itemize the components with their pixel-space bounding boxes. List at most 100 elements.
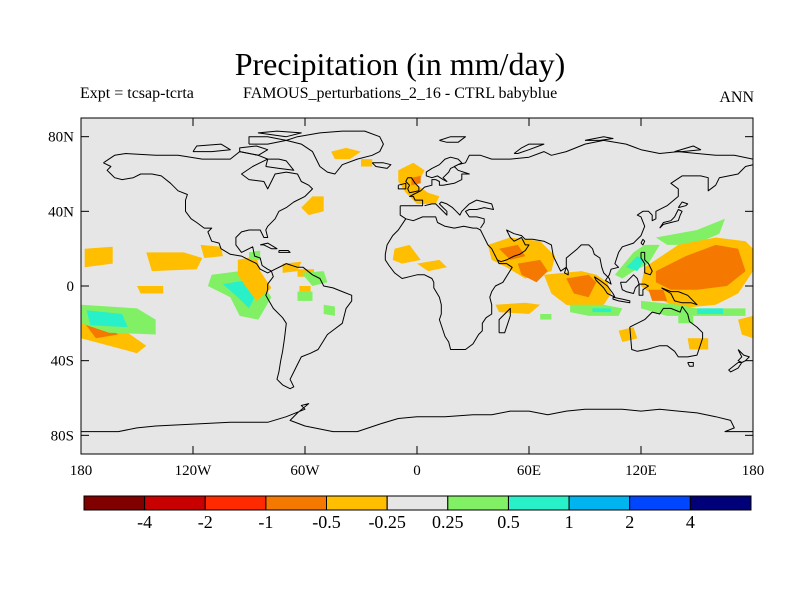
coastline-6: [399, 139, 753, 285]
y-tick-label: 80N: [48, 130, 74, 146]
colorbar-swatch-9: [629, 495, 691, 511]
x-tick-label: 60E: [517, 463, 541, 479]
anomaly-region-31: [566, 274, 597, 298]
colorbar-swatch-4: [326, 495, 388, 511]
x-tick-label: 120W: [175, 463, 213, 479]
anomaly-region-35: [626, 256, 645, 272]
anomaly-region-23: [392, 244, 421, 264]
y-tick-label: 0: [67, 279, 75, 295]
anomaly-region-20: [361, 159, 373, 167]
coastline-31: [439, 136, 466, 143]
colorbar-label: 0.5: [497, 512, 520, 532]
colorbar-swatch-7: [508, 495, 570, 511]
coastline-17: [612, 296, 631, 304]
anomaly-region-25: [495, 302, 541, 314]
anomaly-region-16: [323, 304, 335, 316]
anomaly-region-12: [282, 261, 302, 273]
season-label: ANN: [719, 89, 754, 106]
coastline-1: [265, 263, 353, 390]
anomaly-region-39: [648, 289, 668, 301]
colorbar-label: -4: [137, 512, 152, 532]
anomaly-region-0: [84, 246, 113, 268]
colorbar-label: 2: [625, 512, 634, 532]
anomaly-region-14: [301, 271, 328, 286]
anomaly-region-17: [299, 286, 311, 292]
coastline-11: [687, 362, 694, 367]
colorbar-swatch-5: [386, 495, 449, 511]
coastline-4: [405, 177, 420, 194]
coastline-15: [677, 201, 689, 209]
colorbar-label: 1: [565, 512, 574, 532]
anomaly-layer: [81, 147, 753, 354]
coastline-3: [371, 162, 392, 169]
coastline-9: [498, 307, 511, 334]
colorbar-label: 0.25: [432, 512, 464, 532]
anomaly-region-1: [146, 252, 203, 272]
coastline-25: [278, 250, 291, 253]
x-tick-label: 180: [742, 463, 765, 479]
colorbar-swatch-10: [689, 495, 752, 511]
coastline-14: [659, 209, 683, 229]
anomaly-region-2: [200, 244, 223, 258]
colorbar-swatch-0: [83, 495, 146, 511]
coastline-32: [513, 143, 545, 154]
x-tick-label: 120E: [625, 463, 657, 479]
coastline-21: [640, 251, 653, 276]
anomaly-region-26: [540, 314, 552, 320]
coastline-layer: [81, 130, 753, 433]
coastline-10: [629, 306, 704, 358]
colorbar-label: -0.5: [312, 512, 341, 532]
colorbar-swatch-1: [144, 495, 206, 511]
coastline-29: [248, 136, 287, 145]
anomaly-region-44: [618, 327, 638, 342]
y-tick-label: 40S: [51, 354, 74, 370]
anomaly-region-43: [738, 315, 753, 339]
anomaly-region-24: [417, 259, 447, 272]
anomaly-region-7: [137, 286, 164, 294]
anomaly-region-15: [297, 291, 313, 301]
x-tick-label: 0: [413, 463, 421, 479]
coastline-23: [640, 238, 646, 246]
coastline-33: [584, 136, 614, 141]
coastline-30: [257, 130, 302, 138]
anomaly-region-33: [592, 308, 612, 313]
colorbar-label: 4: [686, 512, 695, 532]
axis-ticks: 180 120W 60W 0 60E 120E 180 80N 40N 0 40S 80S: [48, 118, 764, 479]
colorbar-swatch-3: [265, 495, 327, 511]
anomaly-region-45: [687, 338, 709, 350]
coastline-24: [260, 242, 278, 250]
coastline-28: [192, 143, 231, 153]
coastline-0: [103, 151, 313, 274]
anomaly-region-19: [331, 147, 361, 160]
anomaly-region-6: [86, 310, 128, 328]
coastline-22: [564, 267, 569, 276]
y-tick-label: 40N: [48, 204, 74, 220]
colorbar: -4 -2 -1 -0.5 -0.25 0.25 0.5 1 2 4: [83, 495, 752, 532]
anomaly-region-18: [301, 196, 324, 216]
anomaly-region-28: [499, 244, 526, 260]
colorbar-label: -0.25: [368, 512, 406, 532]
coastline-18: [620, 274, 640, 294]
anomaly-region-10: [237, 256, 272, 301]
experiment-label: Expt = tcsap-tcrta: [80, 85, 194, 102]
x-tick-label: 60W: [290, 463, 320, 479]
x-tick-label: 180: [70, 463, 93, 479]
coastline-2: [285, 130, 384, 175]
coastline-5: [397, 182, 407, 190]
coastline-27: [239, 145, 269, 156]
dataset-label: FAMOUS_perturbations_2_16 - CTRL babyblu…: [243, 85, 558, 102]
anomaly-region-21: [398, 162, 440, 204]
colorbar-label: -1: [258, 512, 273, 532]
anomaly-region-38: [655, 244, 746, 290]
anomaly-region-22: [411, 175, 421, 186]
y-tick-label: 80S: [51, 428, 74, 444]
coastline-35: [81, 403, 753, 433]
anomaly-region-36: [655, 218, 725, 245]
coastline-26: [265, 158, 295, 171]
colorbar-swatch-6: [447, 495, 509, 511]
coastline-8: [384, 218, 513, 350]
colorbar-label: -2: [198, 512, 213, 532]
coastline-12: [737, 349, 750, 363]
colorbar-swatch-2: [204, 495, 267, 511]
